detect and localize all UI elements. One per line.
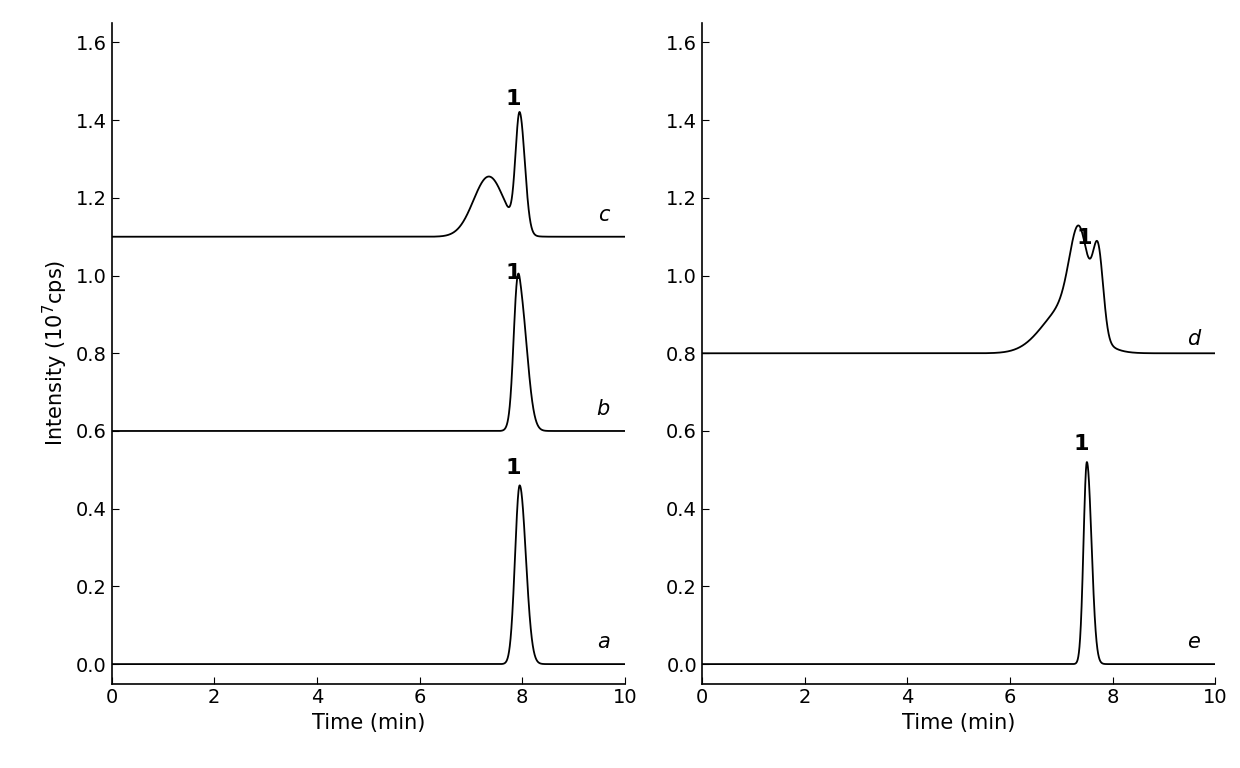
- Text: d: d: [1187, 329, 1200, 349]
- Text: 1: 1: [1074, 434, 1090, 455]
- Text: a: a: [596, 632, 610, 653]
- Text: 1: 1: [505, 263, 521, 283]
- Y-axis label: Intensity (10$^7$cps): Intensity (10$^7$cps): [41, 260, 71, 446]
- Text: 1: 1: [505, 88, 521, 108]
- Text: 1: 1: [1076, 228, 1092, 248]
- Text: c: c: [598, 205, 610, 225]
- X-axis label: Time (min): Time (min): [901, 713, 1016, 733]
- Text: e: e: [1187, 632, 1200, 653]
- Text: b: b: [596, 399, 610, 419]
- Text: 1: 1: [505, 458, 521, 478]
- X-axis label: Time (min): Time (min): [311, 713, 425, 733]
